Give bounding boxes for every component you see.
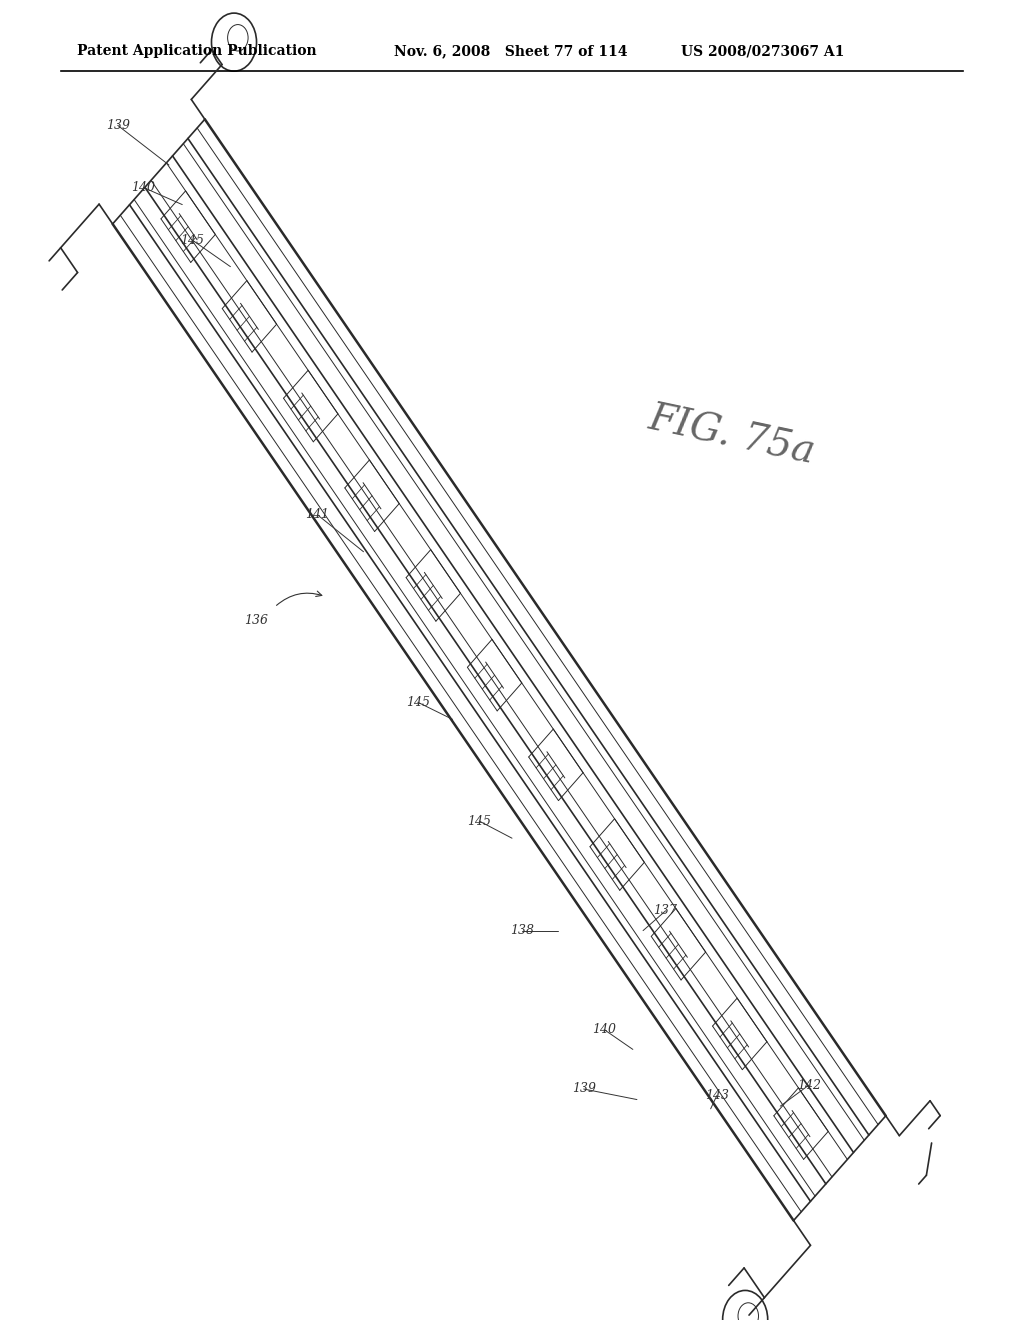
Text: 140: 140 bbox=[592, 1023, 616, 1036]
Text: 145: 145 bbox=[467, 814, 492, 828]
Text: 143: 143 bbox=[705, 1089, 729, 1102]
Text: 137: 137 bbox=[653, 904, 678, 917]
Text: 141: 141 bbox=[305, 508, 330, 521]
Text: US 2008/0273067 A1: US 2008/0273067 A1 bbox=[681, 45, 845, 58]
Text: 139: 139 bbox=[105, 119, 130, 132]
Text: Patent Application Publication: Patent Application Publication bbox=[77, 45, 316, 58]
Text: 140: 140 bbox=[131, 181, 156, 194]
Text: 145: 145 bbox=[180, 234, 205, 247]
Text: FIG. 75a: FIG. 75a bbox=[645, 400, 818, 471]
Text: 139: 139 bbox=[571, 1082, 596, 1096]
Text: 145: 145 bbox=[406, 696, 430, 709]
Text: 142: 142 bbox=[797, 1078, 821, 1092]
Text: Nov. 6, 2008   Sheet 77 of 114: Nov. 6, 2008 Sheet 77 of 114 bbox=[394, 45, 628, 58]
Text: 136: 136 bbox=[244, 614, 268, 627]
Text: 138: 138 bbox=[510, 924, 535, 937]
